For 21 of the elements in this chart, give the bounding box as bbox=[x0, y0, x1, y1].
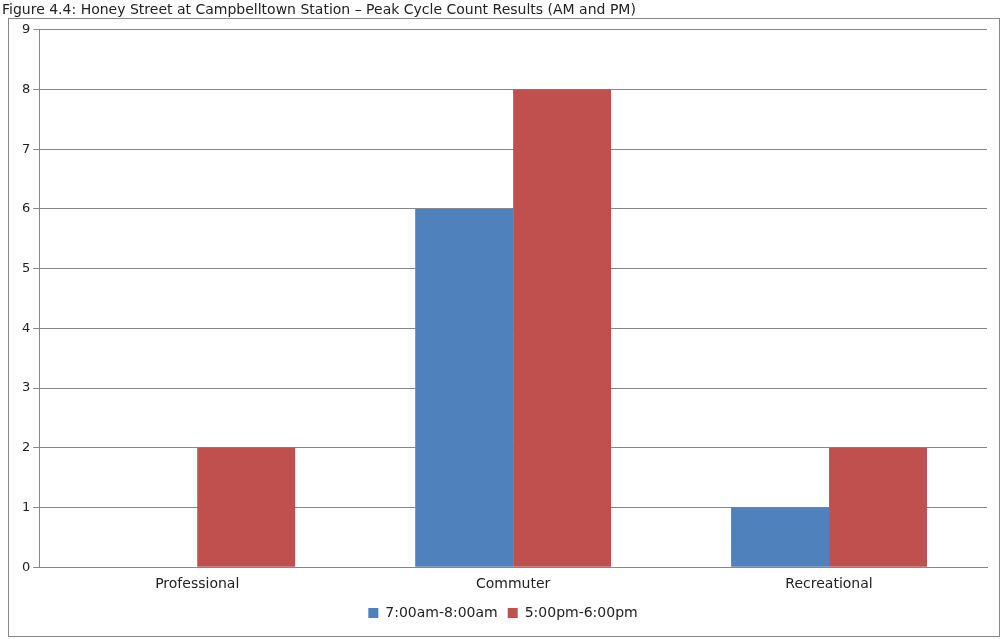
x-tick-label: Recreational bbox=[785, 575, 873, 592]
legend-label: 7:00am-8:00am bbox=[385, 603, 498, 620]
y-tick-label: 4 bbox=[21, 319, 31, 335]
y-tick-label: 6 bbox=[21, 200, 31, 216]
x-tick-label: Commuter bbox=[475, 575, 551, 592]
chart-title: Figure 4.4: Honey Street at Campbelltown Station – Peak Cycle Count Results (AM and PM) bbox=[2, 0, 636, 18]
y-tick-label: 0 bbox=[21, 558, 31, 574]
y-tick-label: 5 bbox=[21, 260, 31, 276]
y-tick-label: 2 bbox=[21, 439, 31, 455]
bar bbox=[829, 447, 927, 567]
x-tick-label: Professional bbox=[155, 575, 240, 592]
bar bbox=[197, 447, 296, 567]
y-tick-label: 9 bbox=[21, 21, 31, 37]
bar bbox=[415, 208, 514, 567]
y-tick-label: 7 bbox=[21, 140, 31, 156]
y-tick-label: 3 bbox=[21, 379, 31, 395]
y-tick-label: 1 bbox=[21, 498, 31, 514]
legend-label: 5:00pm-6:00pm bbox=[524, 603, 638, 620]
bar bbox=[513, 89, 612, 567]
bar bbox=[731, 507, 830, 567]
y-tick-label: 8 bbox=[21, 80, 31, 96]
